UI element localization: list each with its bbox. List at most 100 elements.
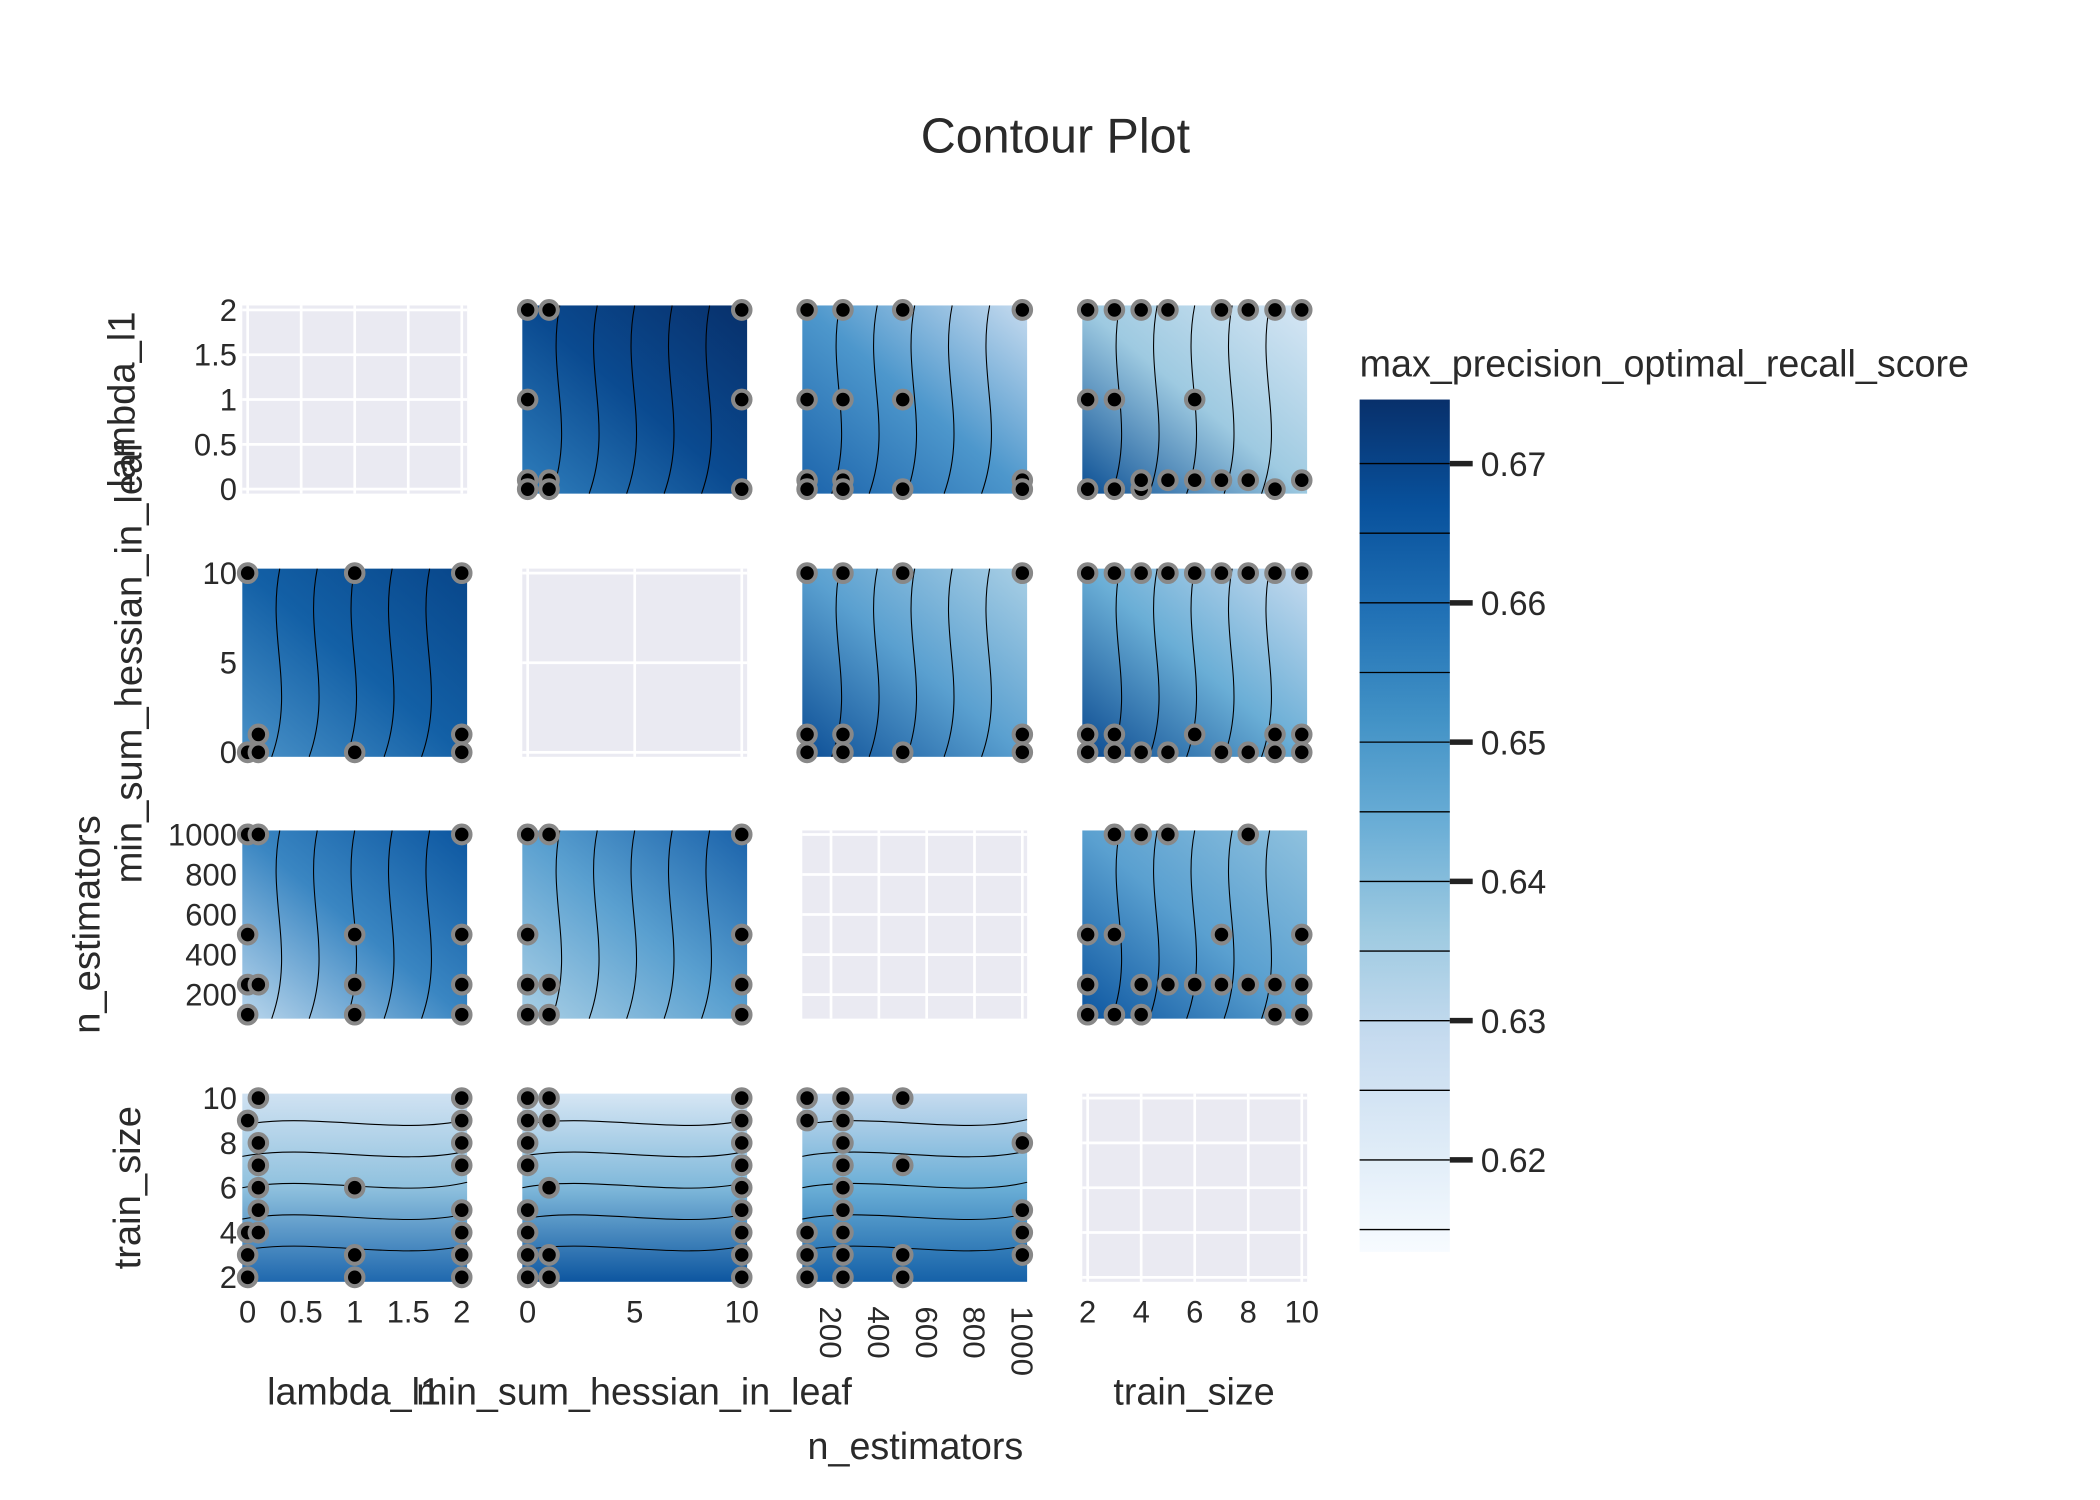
trial-point[interactable] bbox=[730, 1221, 753, 1244]
trial-point[interactable] bbox=[832, 388, 854, 411]
trial-point[interactable] bbox=[891, 299, 914, 321]
trial-point[interactable] bbox=[516, 299, 539, 321]
trial-point[interactable] bbox=[343, 1266, 366, 1289]
trial-point[interactable] bbox=[1264, 973, 1286, 996]
trial-point[interactable] bbox=[730, 1154, 753, 1177]
trial-point[interactable] bbox=[236, 1109, 259, 1132]
trial-point[interactable] bbox=[343, 923, 366, 946]
trial-point[interactable] bbox=[796, 1266, 818, 1289]
trial-point[interactable] bbox=[538, 299, 560, 321]
trial-point[interactable] bbox=[1183, 723, 1206, 746]
trial-point[interactable] bbox=[247, 973, 270, 996]
trial-point[interactable] bbox=[1130, 299, 1152, 321]
trial-point[interactable] bbox=[796, 1087, 818, 1110]
trial-point[interactable] bbox=[516, 823, 539, 846]
trial-point[interactable] bbox=[832, 1199, 854, 1222]
trial-point[interactable] bbox=[1130, 469, 1152, 492]
trial-point[interactable] bbox=[730, 1199, 753, 1222]
trial-point[interactable] bbox=[516, 1199, 539, 1222]
trial-point[interactable] bbox=[343, 562, 366, 585]
trial-point[interactable] bbox=[730, 299, 753, 321]
trial-point[interactable] bbox=[1264, 723, 1286, 746]
trial-point[interactable] bbox=[891, 1154, 914, 1177]
trial-point[interactable] bbox=[538, 973, 560, 996]
trial-point[interactable] bbox=[1103, 478, 1126, 501]
trial-point[interactable] bbox=[236, 562, 259, 585]
trial-point[interactable] bbox=[730, 1176, 753, 1199]
trial-point[interactable] bbox=[1264, 562, 1286, 585]
trial-point[interactable] bbox=[891, 478, 914, 501]
trial-point[interactable] bbox=[516, 478, 539, 501]
trial-point[interactable] bbox=[1011, 1132, 1034, 1154]
trial-point[interactable] bbox=[891, 1266, 914, 1289]
trial-point[interactable] bbox=[891, 1087, 914, 1110]
trial-point[interactable] bbox=[538, 1266, 560, 1289]
trial-point[interactable] bbox=[1183, 388, 1206, 411]
trial-point[interactable] bbox=[1103, 723, 1126, 746]
trial-point[interactable] bbox=[450, 1244, 473, 1266]
trial-point[interactable] bbox=[796, 562, 818, 585]
trial-point[interactable] bbox=[236, 1266, 259, 1289]
trial-point[interactable] bbox=[516, 1003, 539, 1026]
trial-point[interactable] bbox=[450, 1221, 473, 1244]
trial-point[interactable] bbox=[1011, 1244, 1034, 1266]
trial-point[interactable] bbox=[516, 1221, 539, 1244]
trial-point[interactable] bbox=[1237, 823, 1260, 846]
trial-point[interactable] bbox=[1290, 562, 1313, 585]
trial-point[interactable] bbox=[796, 741, 818, 764]
trial-point[interactable] bbox=[1103, 823, 1126, 846]
trial-point[interactable] bbox=[247, 823, 270, 846]
trial-point[interactable] bbox=[538, 1003, 560, 1026]
trial-point[interactable] bbox=[1103, 562, 1126, 585]
trial-point[interactable] bbox=[247, 1199, 270, 1222]
trial-point[interactable] bbox=[516, 973, 539, 996]
trial-point[interactable] bbox=[796, 1109, 818, 1132]
trial-point[interactable] bbox=[450, 1132, 473, 1154]
trial-point[interactable] bbox=[730, 1003, 753, 1026]
trial-point[interactable] bbox=[1210, 923, 1233, 946]
trial-point[interactable] bbox=[538, 1087, 560, 1110]
trial-point[interactable] bbox=[1290, 723, 1313, 746]
trial-point[interactable] bbox=[538, 823, 560, 846]
trial-point[interactable] bbox=[796, 1244, 818, 1266]
trial-point[interactable] bbox=[1130, 973, 1152, 996]
trial-point[interactable] bbox=[236, 1003, 259, 1026]
trial-point[interactable] bbox=[832, 1109, 854, 1132]
trial-point[interactable] bbox=[891, 562, 914, 585]
trial-point[interactable] bbox=[1076, 923, 1099, 946]
trial-point[interactable] bbox=[1290, 923, 1313, 946]
trial-point[interactable] bbox=[730, 1109, 753, 1132]
trial-point[interactable] bbox=[343, 741, 366, 764]
trial-point[interactable] bbox=[832, 1154, 854, 1177]
trial-point[interactable] bbox=[1076, 723, 1099, 746]
trial-point[interactable] bbox=[450, 741, 473, 764]
trial-point[interactable] bbox=[832, 478, 854, 501]
trial-point[interactable] bbox=[891, 741, 914, 764]
trial-point[interactable] bbox=[891, 388, 914, 411]
trial-point[interactable] bbox=[1011, 1199, 1034, 1222]
trial-point[interactable] bbox=[832, 1244, 854, 1266]
trial-point[interactable] bbox=[1076, 562, 1099, 585]
trial-point[interactable] bbox=[730, 973, 753, 996]
trial-point[interactable] bbox=[450, 1003, 473, 1026]
trial-point[interactable] bbox=[247, 1132, 270, 1154]
trial-point[interactable] bbox=[730, 823, 753, 846]
trial-point[interactable] bbox=[236, 923, 259, 946]
trial-point[interactable] bbox=[247, 1087, 270, 1110]
trial-point[interactable] bbox=[1157, 562, 1179, 585]
trial-point[interactable] bbox=[1183, 562, 1206, 585]
trial-point[interactable] bbox=[1264, 478, 1286, 501]
trial-point[interactable] bbox=[1157, 823, 1179, 846]
trial-point[interactable] bbox=[1011, 723, 1034, 746]
trial-point[interactable] bbox=[832, 1087, 854, 1110]
trial-point[interactable] bbox=[832, 1221, 854, 1244]
trial-point[interactable] bbox=[1237, 562, 1260, 585]
trial-point[interactable] bbox=[247, 741, 270, 764]
trial-point[interactable] bbox=[343, 1176, 366, 1199]
trial-point[interactable] bbox=[1210, 469, 1233, 492]
trial-point[interactable] bbox=[538, 1244, 560, 1266]
trial-point[interactable] bbox=[796, 299, 818, 321]
trial-point[interactable] bbox=[730, 1087, 753, 1110]
trial-point[interactable] bbox=[1183, 973, 1206, 996]
trial-point[interactable] bbox=[1076, 1003, 1099, 1026]
